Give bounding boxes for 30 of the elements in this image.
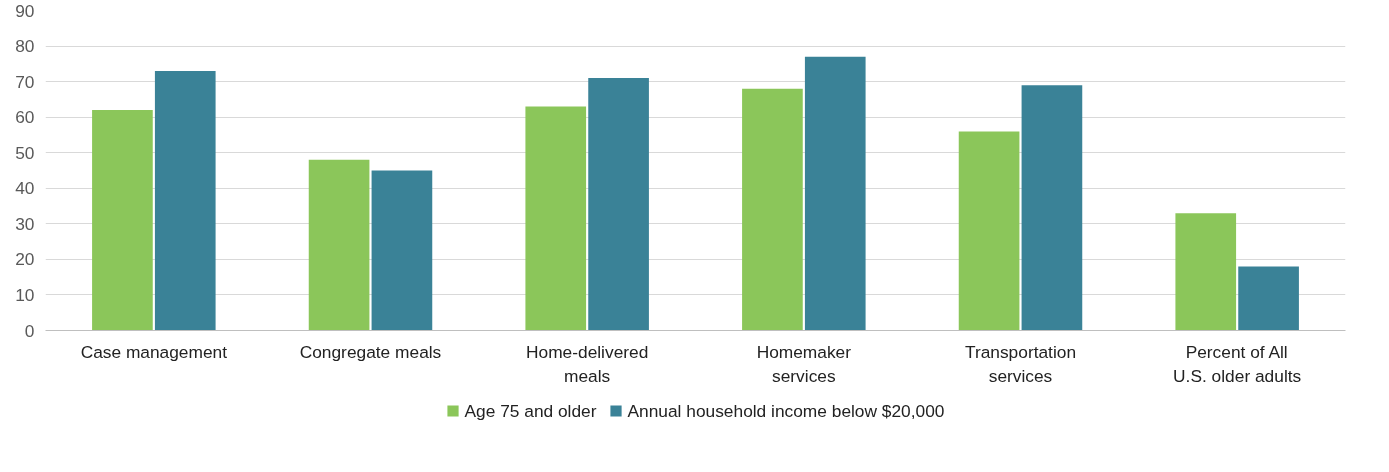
y-tick-label: 90 <box>15 0 35 21</box>
bar <box>958 131 1020 331</box>
y-tick-label: 0 <box>24 320 35 341</box>
bar <box>1175 213 1237 331</box>
y-tick-label: 50 <box>15 142 35 163</box>
x-tick-label: Congregate meals <box>299 341 442 362</box>
legend-label: Age 75 and older <box>464 400 597 421</box>
y-tick-label: 80 <box>15 36 35 57</box>
bar <box>742 88 803 331</box>
x-tick-label: Home-delivered meals <box>526 341 649 386</box>
y-tick-label: 60 <box>15 107 35 128</box>
bar <box>525 106 587 331</box>
y-tick-label: 20 <box>15 249 35 270</box>
bar <box>308 159 370 331</box>
y-tick-label: 70 <box>15 71 35 92</box>
bar <box>588 78 649 331</box>
bar <box>92 110 153 331</box>
legend-label: Annual household income below $20,000 <box>627 400 945 421</box>
bar <box>804 56 866 331</box>
y-tick-label: 30 <box>15 213 35 234</box>
x-tick-label: Case management <box>80 341 228 362</box>
bar <box>1238 266 1299 331</box>
y-tick-label: 10 <box>15 284 35 305</box>
bar <box>1021 85 1083 331</box>
y-tick-label: 40 <box>15 178 35 199</box>
x-tick-label: Homemaker services <box>756 341 852 386</box>
bar <box>154 70 216 331</box>
x-tick-label: Transportation services <box>964 341 1077 386</box>
x-tick-label: Percent of All U.S. older adults <box>1173 341 1302 386</box>
bar <box>371 170 433 331</box>
